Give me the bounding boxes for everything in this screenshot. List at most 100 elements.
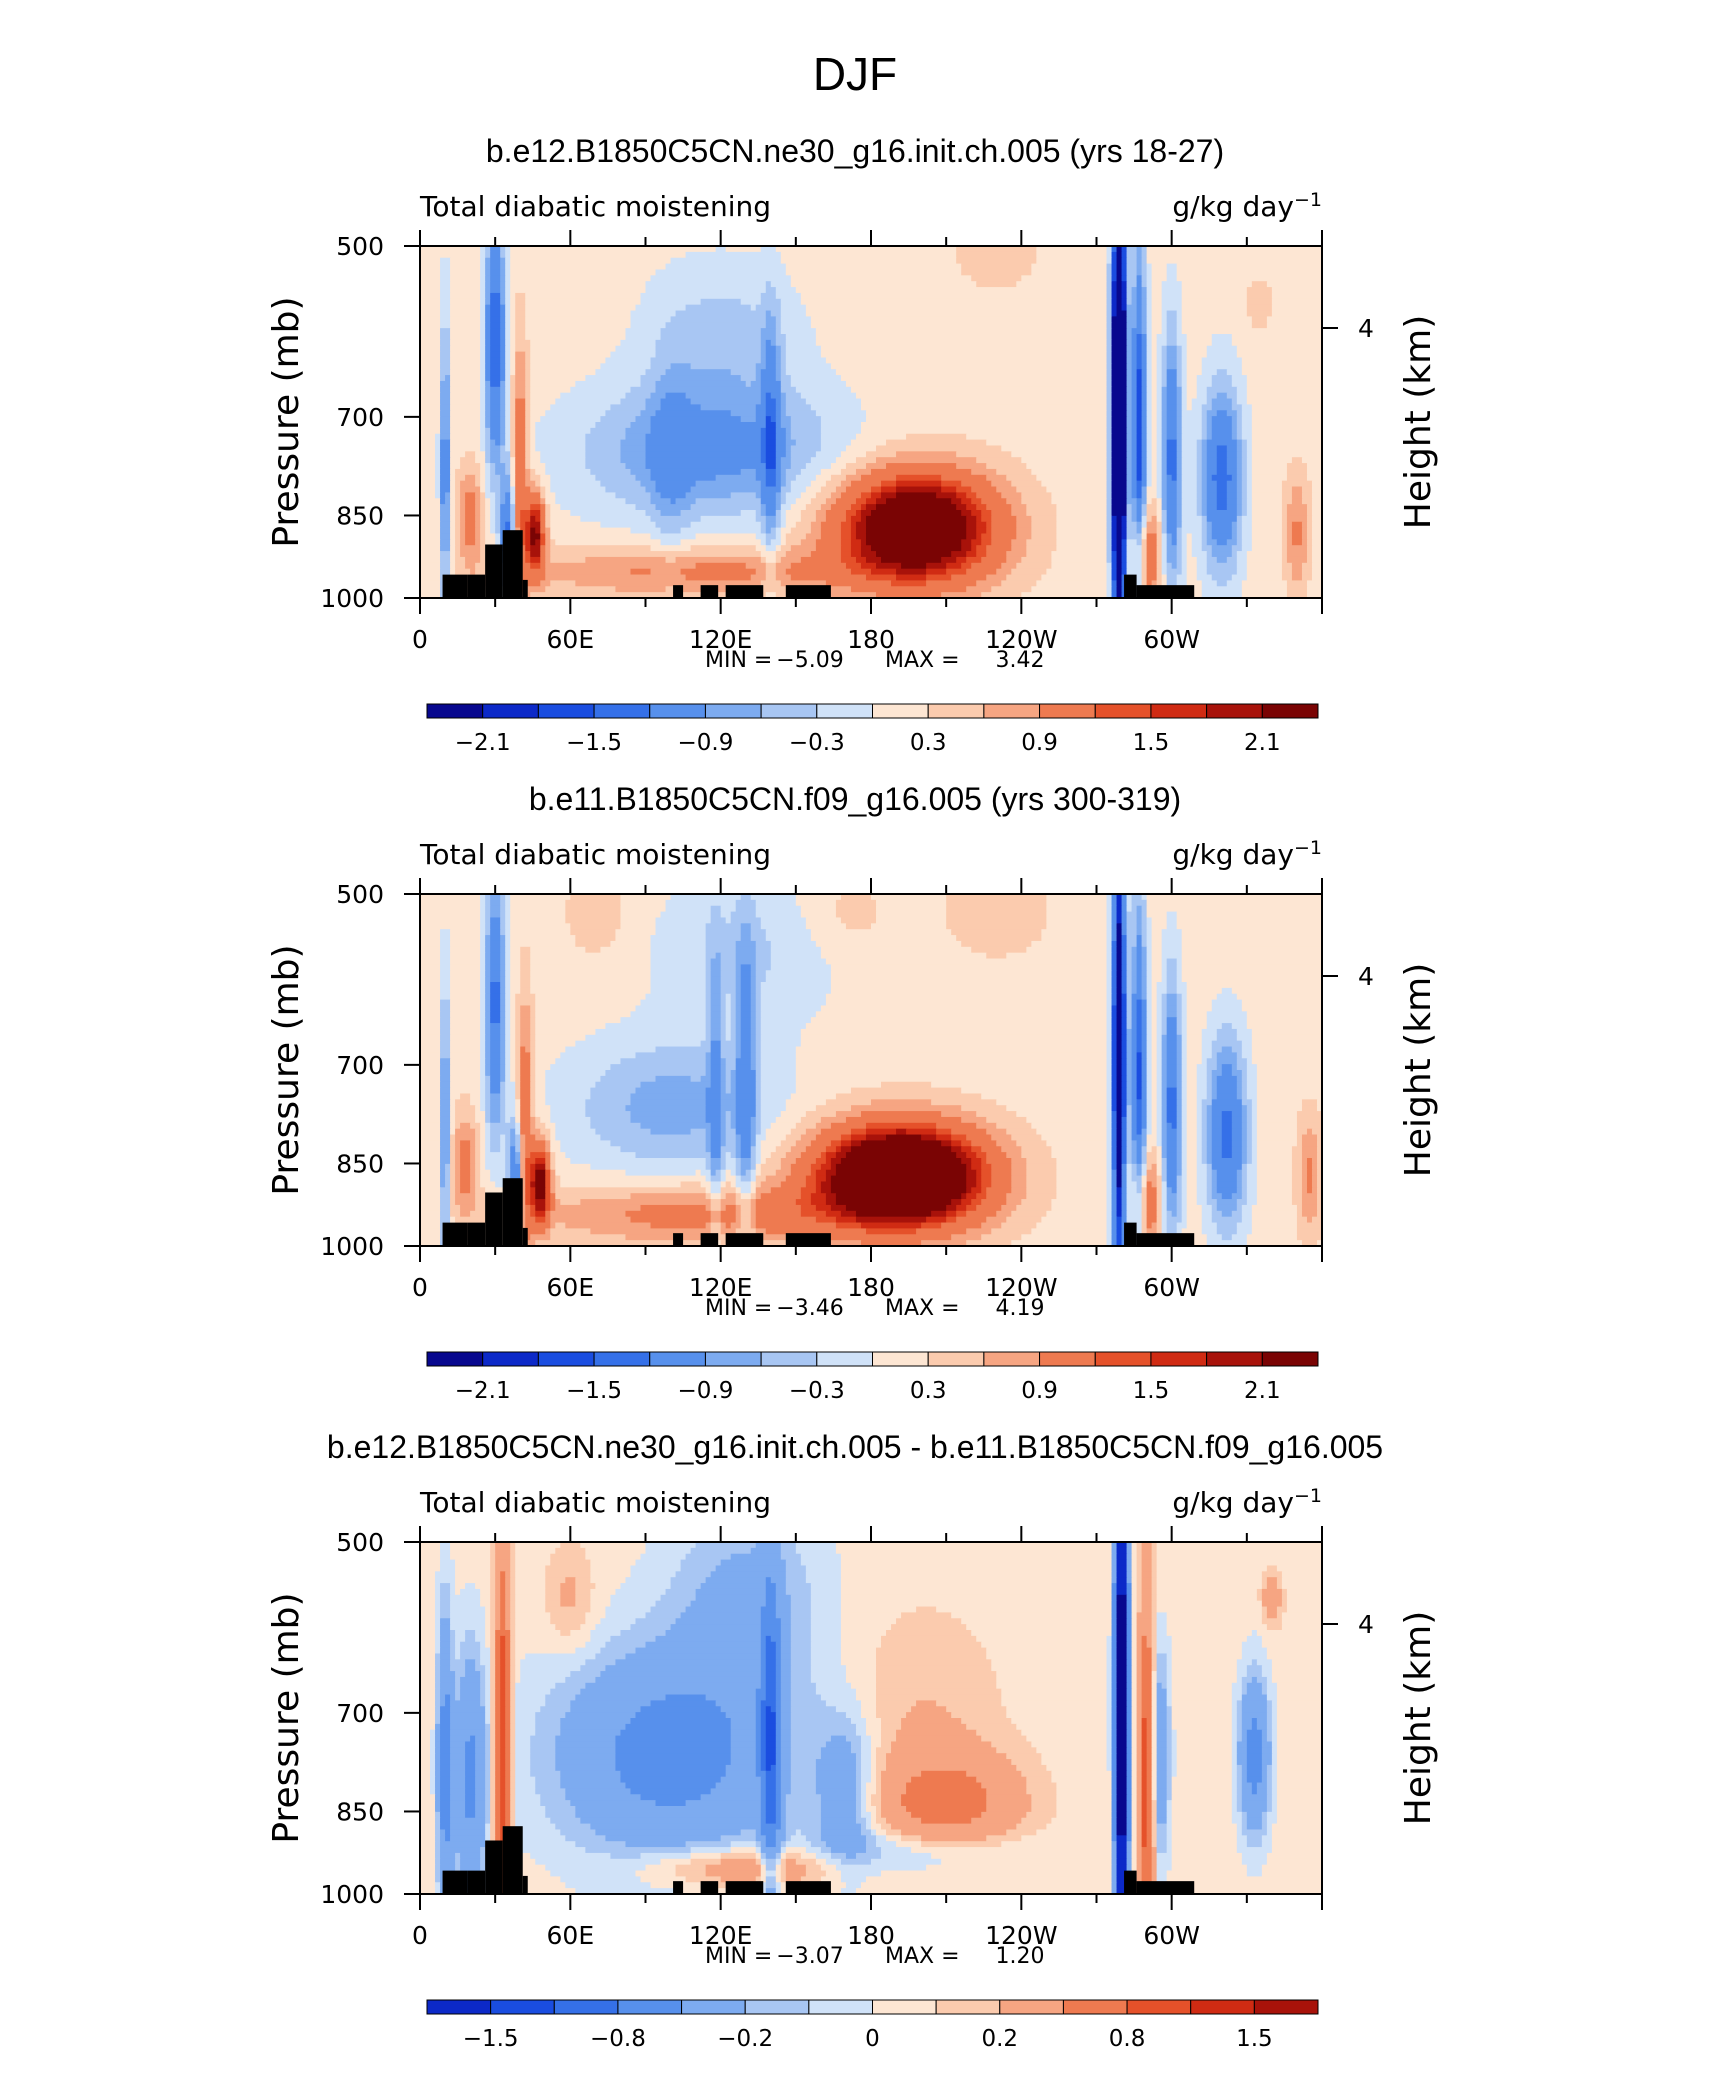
- field-cell: [1116, 964, 1123, 971]
- field-cell: [1166, 468, 1178, 476]
- field-cell: [750, 1040, 757, 1048]
- field-cell: [730, 369, 757, 376]
- field-cell: [1146, 1140, 1158, 1147]
- field-cell: [485, 1116, 491, 1124]
- field-cell: [1046, 486, 1108, 493]
- field-cell: [1141, 539, 1148, 546]
- y-axis-label: Pressure (mb): [266, 296, 307, 547]
- field-cell: [520, 1081, 531, 1089]
- field-cell: [1126, 422, 1133, 429]
- field-cell: [1166, 1046, 1178, 1053]
- field-cell: [510, 1028, 516, 1036]
- field-cell: [1116, 1005, 1123, 1012]
- field-cell: [1151, 427, 1158, 435]
- field-cell: [500, 474, 511, 482]
- field-cell: [690, 504, 762, 511]
- field-cell: [1186, 1028, 1203, 1036]
- field-cell: [1141, 1052, 1148, 1059]
- field-cell: [720, 1128, 727, 1136]
- field-cell: [1136, 917, 1143, 924]
- field-cell: [1121, 1158, 1128, 1165]
- field-cell: [1196, 1134, 1203, 1141]
- field-cell: [805, 917, 842, 924]
- field-cell: [525, 292, 642, 300]
- field-cell: [575, 1040, 702, 1048]
- field-cell: [1316, 1152, 1323, 1159]
- field-cell: [490, 1075, 501, 1083]
- field-cell: [1141, 999, 1148, 1007]
- field-cell: [765, 504, 777, 511]
- field-cell: [510, 292, 516, 300]
- field-cell: [520, 1146, 526, 1153]
- field-cell: [1106, 545, 1113, 552]
- field-cell: [505, 339, 511, 347]
- y2-tick-label: 4: [1358, 314, 1374, 343]
- field-cell: [1166, 1070, 1178, 1077]
- field-cell: [1176, 923, 1323, 930]
- field-cell: [420, 1152, 441, 1159]
- field-cell: [1151, 392, 1158, 400]
- units-label: g/kg day−1: [1172, 189, 1322, 223]
- field-cell: [1251, 445, 1323, 452]
- field-cell: [500, 970, 506, 977]
- field-cell: [500, 935, 506, 942]
- field-cell: [1186, 339, 1213, 347]
- field-cell: [1121, 1134, 1128, 1141]
- field-cell: [1106, 310, 1113, 317]
- field-cell: [785, 468, 802, 476]
- field-cell: [996, 1122, 1032, 1130]
- field-cell: [1251, 1158, 1258, 1165]
- field-cell: [1111, 357, 1128, 364]
- field-cell: [810, 1169, 817, 1177]
- field-cell: [790, 504, 807, 511]
- field-cell: [525, 427, 531, 435]
- field-cell: [500, 1093, 506, 1100]
- field-cell: [1131, 410, 1138, 417]
- field-cell: [1161, 1169, 1168, 1177]
- field-cell: [1111, 463, 1128, 470]
- field-cell: [1141, 263, 1148, 271]
- field-cell: [655, 351, 762, 359]
- field-cell: [525, 1140, 546, 1147]
- field-cell: [490, 1146, 501, 1153]
- field-cell: [710, 917, 727, 924]
- field-cell: [1246, 287, 1273, 294]
- field-cell: [485, 292, 491, 300]
- field-cell: [1126, 416, 1133, 423]
- field-cell: [815, 1175, 827, 1183]
- field-cell: [1231, 1111, 1243, 1118]
- field-cell: [480, 976, 486, 983]
- field-cell: [1111, 263, 1118, 271]
- field-cell: [1256, 1111, 1298, 1118]
- field-cell: [1116, 1070, 1123, 1077]
- field-cell: [730, 1011, 737, 1018]
- field-cell: [515, 1023, 521, 1030]
- field-cell: [991, 539, 1012, 546]
- field-cell: [1126, 498, 1138, 505]
- field-cell: [1106, 923, 1113, 930]
- field-cell: [720, 1116, 727, 1124]
- field-cell: [1136, 1128, 1143, 1136]
- field-cell: [1271, 292, 1323, 300]
- field-cell: [1141, 351, 1148, 359]
- field-cell: [650, 422, 767, 429]
- field-cell: [1176, 357, 1183, 364]
- field-cell: [760, 292, 777, 300]
- field-cell: [790, 486, 807, 493]
- field-cell: [1246, 375, 1323, 382]
- field-cell: [450, 1116, 456, 1124]
- field-cell: [450, 427, 481, 435]
- field-cell: [981, 515, 992, 523]
- field-cell: [1241, 369, 1323, 376]
- field-cell: [500, 322, 506, 329]
- field-cell: [1266, 281, 1323, 288]
- field-cell: [1246, 304, 1273, 312]
- field-cell: [440, 946, 451, 954]
- field-cell: [1146, 339, 1153, 347]
- field-cell: [1146, 905, 1323, 913]
- field-cell: [760, 1087, 797, 1095]
- field-cell: [485, 363, 491, 370]
- field-cell: [1121, 917, 1128, 924]
- field-cell: [1166, 498, 1178, 505]
- field-cell: [620, 894, 672, 901]
